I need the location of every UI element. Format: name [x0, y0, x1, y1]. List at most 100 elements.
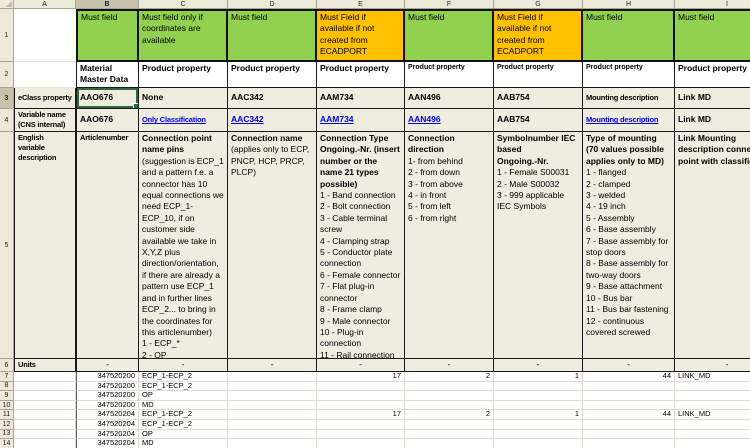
cell-B14[interactable]: 347520204	[76, 439, 139, 448]
cell-A8[interactable]	[14, 381, 76, 392]
cell-C7[interactable]: ECP_1-ECP_2	[139, 372, 228, 382]
cell-E14[interactable]	[317, 439, 405, 448]
cell-A9[interactable]	[14, 391, 76, 401]
row-header-1[interactable]: 1	[0, 9, 14, 62]
cell-C2[interactable]: Product property	[139, 62, 228, 88]
row-header-2[interactable]: 2	[0, 62, 14, 88]
row-header-8[interactable]: 8	[0, 381, 14, 392]
cell-B7[interactable]: 347520200	[76, 372, 139, 382]
column-header-F[interactable]: F	[405, 0, 494, 9]
cell-E11[interactable]: 17	[317, 410, 405, 420]
cell-C1[interactable]: Must field only if coordinates are avail…	[139, 9, 228, 62]
row-header-6[interactable]: 6	[0, 359, 14, 372]
cell-A13[interactable]	[14, 429, 76, 440]
cell-C13[interactable]: OP	[139, 429, 228, 440]
row-header-4[interactable]: 4	[0, 109, 14, 132]
cell-G6[interactable]: -	[494, 359, 583, 372]
column-header-I[interactable]: I	[675, 0, 750, 9]
cell-D7[interactable]	[228, 372, 317, 382]
cell-B2[interactable]: Material Master Data	[76, 62, 139, 88]
cell-G1[interactable]: Must Field if available if not created f…	[494, 9, 583, 62]
cell-A14[interactable]	[14, 439, 76, 448]
cell-C11[interactable]: ECP_1-ECP_2	[139, 410, 228, 420]
cell-H6[interactable]: -	[583, 359, 675, 372]
cell-F8[interactable]	[405, 381, 494, 392]
cell-I9[interactable]	[675, 391, 750, 401]
cell-F10[interactable]	[405, 400, 494, 411]
cell-I7[interactable]: LINK_MD	[675, 372, 750, 382]
cell-C3[interactable]: None	[139, 88, 228, 109]
cell-A5[interactable]: English variable description	[14, 132, 76, 359]
cell-D10[interactable]	[228, 400, 317, 411]
cell-A3[interactable]: eClass property	[14, 88, 76, 109]
cell-C4[interactable]: Only Classification	[139, 109, 228, 132]
cell-G9[interactable]	[494, 391, 583, 401]
column-header-H[interactable]: H	[583, 0, 675, 9]
cell-B3[interactable]: AAO676	[76, 88, 139, 109]
row-header-5[interactable]: 5	[0, 132, 14, 359]
cell-B10[interactable]: 347520200	[76, 400, 139, 411]
cell-A6[interactable]: Units	[14, 359, 76, 372]
row-header-14[interactable]: 14	[0, 439, 14, 448]
cell-E8[interactable]	[317, 381, 405, 392]
column-header-G[interactable]: G	[494, 0, 583, 9]
row-header-11[interactable]: 11	[0, 410, 14, 420]
cell-D3[interactable]: AAC342	[228, 88, 317, 109]
cell-A11[interactable]	[14, 410, 76, 420]
cell-E2[interactable]: Product property	[317, 62, 405, 88]
cell-E3[interactable]: AAM734	[317, 88, 405, 109]
cell-H7[interactable]: 44	[583, 372, 675, 382]
cell-E7[interactable]: 17	[317, 372, 405, 382]
cell-H4[interactable]: Mounting description	[583, 109, 675, 132]
cell-H10[interactable]	[583, 400, 675, 411]
cell-E13[interactable]	[317, 429, 405, 440]
cell-F3[interactable]: AAN496	[405, 88, 494, 109]
cell-H3[interactable]: Mounting description	[583, 88, 675, 109]
cell-E9[interactable]	[317, 391, 405, 401]
cell-I6[interactable]: -	[675, 359, 750, 372]
cell-E6[interactable]: -	[317, 359, 405, 372]
cell-I3[interactable]: Link MD	[675, 88, 750, 109]
cell-G7[interactable]: 1	[494, 372, 583, 382]
fill-handle[interactable]	[133, 103, 138, 108]
cell-F4[interactable]: AAN496	[405, 109, 494, 132]
cell-B5[interactable]: Articlenumber	[76, 132, 139, 359]
cell-B11[interactable]: 347520204	[76, 410, 139, 420]
cell-C12[interactable]: ECP_1-ECP_2	[139, 419, 228, 430]
cell-G4[interactable]: AAB754	[494, 109, 583, 132]
cell-I10[interactable]	[675, 400, 750, 411]
column-header-A[interactable]: A	[14, 0, 76, 9]
cell-C6[interactable]: -	[139, 359, 228, 372]
cell-A2[interactable]	[14, 62, 76, 88]
cell-D6[interactable]: -	[228, 359, 317, 372]
row-header-3[interactable]: 3	[0, 88, 14, 109]
cell-D1[interactable]: Must field	[228, 9, 317, 62]
cell-E5[interactable]: Connection Type Ongoing.-Nr. (insert num…	[317, 132, 405, 359]
cell-B8[interactable]: 347520200	[76, 381, 139, 392]
cell-B13[interactable]: 347520204	[76, 429, 139, 440]
cell-I13[interactable]	[675, 429, 750, 440]
select-all-corner[interactable]	[0, 0, 14, 9]
column-header-E[interactable]: E	[317, 0, 405, 9]
row-header-13[interactable]: 13	[0, 429, 14, 440]
cell-F6[interactable]: -	[405, 359, 494, 372]
cell-F13[interactable]	[405, 429, 494, 440]
cell-F12[interactable]	[405, 419, 494, 430]
cell-D9[interactable]	[228, 391, 317, 401]
cell-F11[interactable]: 2	[405, 410, 494, 420]
cell-A7[interactable]	[14, 372, 76, 382]
cell-G2[interactable]: Product property	[494, 62, 583, 88]
cell-H11[interactable]: 44	[583, 410, 675, 420]
cell-D11[interactable]	[228, 410, 317, 420]
cell-F2[interactable]: Product property	[405, 62, 494, 88]
cell-I1[interactable]: Must field	[675, 9, 750, 62]
cell-H12[interactable]	[583, 419, 675, 430]
cell-H5[interactable]: Type of mounting (70 values possible app…	[583, 132, 675, 359]
cell-C9[interactable]: OP	[139, 391, 228, 401]
row-header-10[interactable]: 10	[0, 400, 14, 411]
cell-A1[interactable]	[14, 9, 76, 62]
cell-F5[interactable]: Connection direction 1- from behind 2 - f…	[405, 132, 494, 359]
column-header-B[interactable]: B	[76, 0, 139, 9]
cell-I4[interactable]: Link MD	[675, 109, 750, 132]
cell-G3[interactable]: AAB754	[494, 88, 583, 109]
